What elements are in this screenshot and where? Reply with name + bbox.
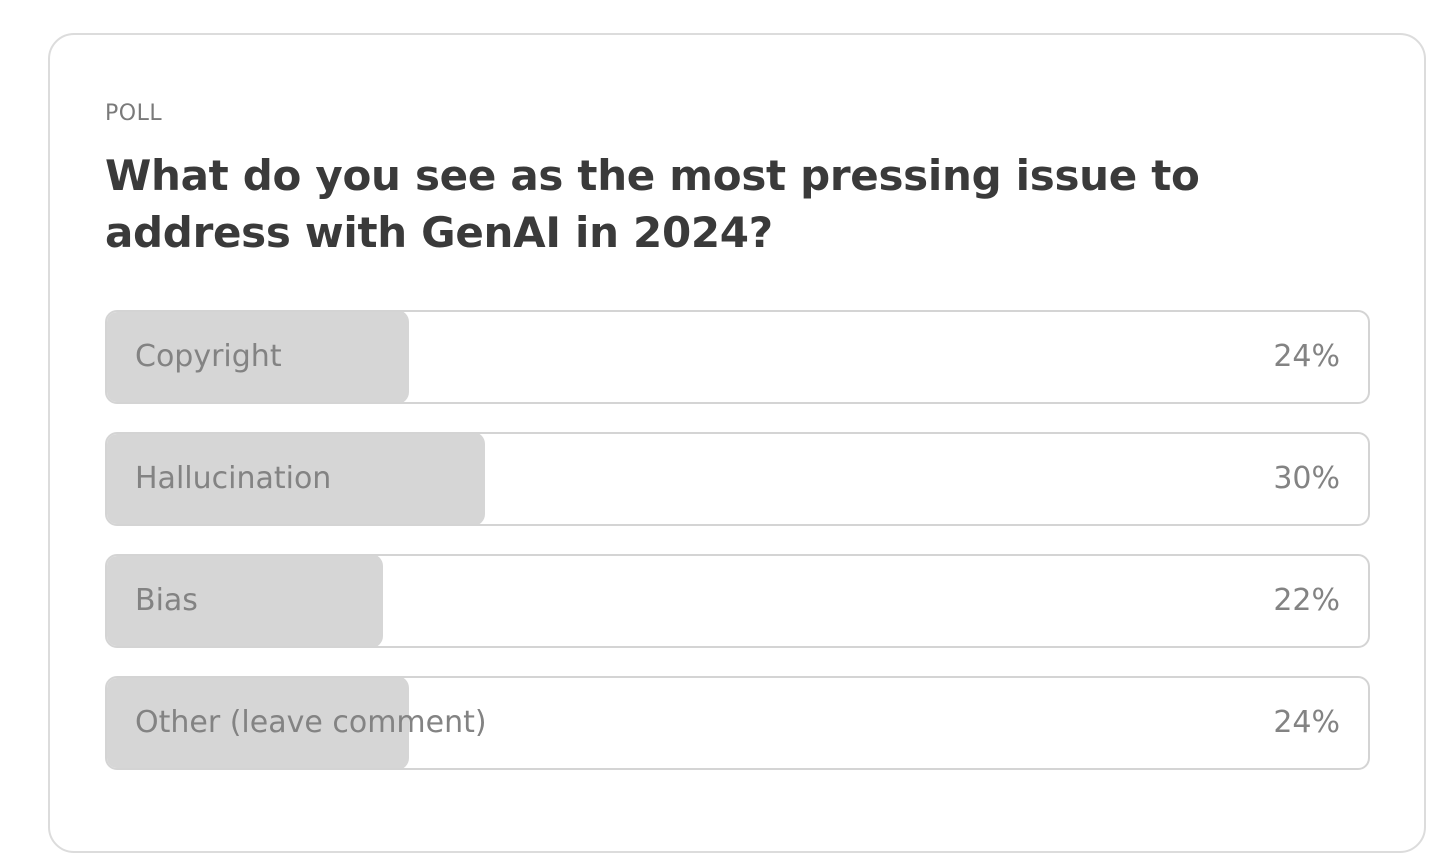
poll-option-label: Copyright	[135, 339, 282, 374]
poll-option-bar	[107, 556, 383, 646]
poll-option-bar	[107, 678, 409, 768]
poll-option-percent: 22%	[1273, 583, 1340, 618]
poll-option-other[interactable]: Other (leave comment) 24%	[105, 676, 1370, 770]
poll-option-label: Other (leave comment)	[135, 705, 487, 740]
poll-question: What do you see as the most pressing iss…	[105, 151, 1200, 257]
poll-option-copyright[interactable]: Copyright 24%	[105, 310, 1370, 404]
poll-label: POLL	[105, 101, 163, 126]
poll-option-bias[interactable]: Bias 22%	[105, 554, 1370, 648]
poll-option-percent: 24%	[1273, 339, 1340, 374]
poll-option-percent: 24%	[1273, 705, 1340, 740]
poll-option-percent: 30%	[1273, 461, 1340, 496]
poll-option-label: Bias	[135, 583, 198, 618]
poll-option-label: Hallucination	[135, 461, 332, 496]
poll-option-bar	[107, 434, 485, 524]
poll-option-bar	[107, 312, 409, 402]
poll-option-hallucination[interactable]: Hallucination 30%	[105, 432, 1370, 526]
